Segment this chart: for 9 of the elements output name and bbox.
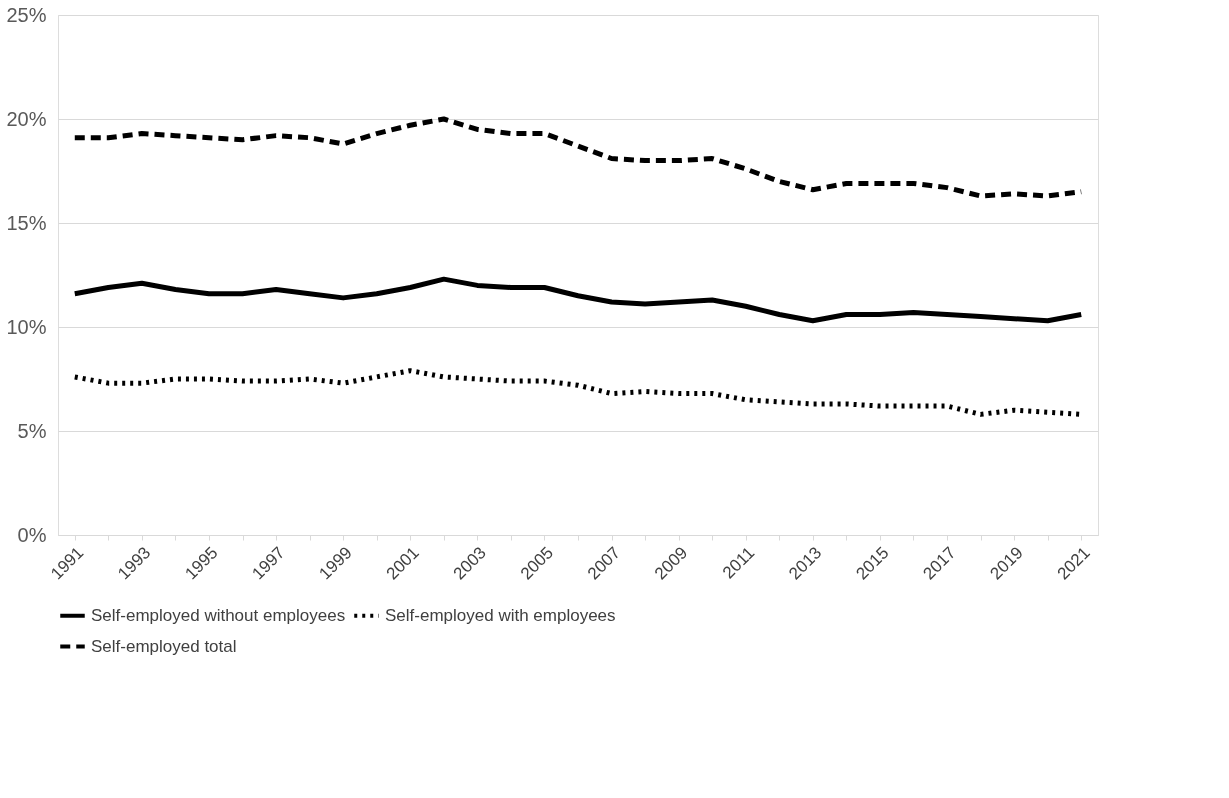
legend-label: Self-employed total xyxy=(91,636,237,656)
legend-label: Self-employed with employees xyxy=(385,605,616,625)
legend-label: Self-employed without employees xyxy=(91,605,346,625)
y-tick-label: 5% xyxy=(17,419,47,442)
y-tick-label: 20% xyxy=(6,107,47,130)
y-tick-label: 10% xyxy=(6,315,47,338)
y-tick-label: 0% xyxy=(17,523,47,546)
y-tick-label: 15% xyxy=(6,211,47,234)
y-tick-label: 25% xyxy=(6,3,47,26)
